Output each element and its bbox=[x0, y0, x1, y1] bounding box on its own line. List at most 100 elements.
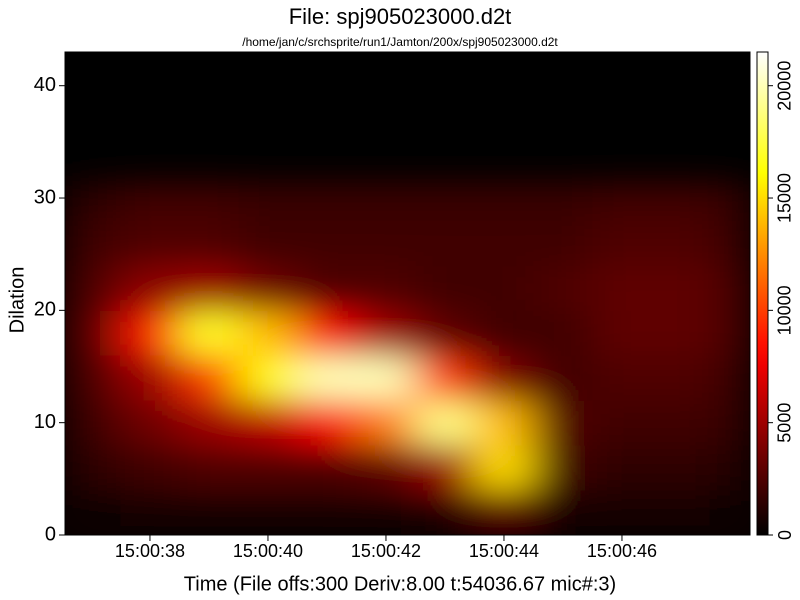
heat-cell bbox=[415, 310, 475, 356]
heat-cell bbox=[65, 265, 121, 311]
heat-cell bbox=[179, 400, 239, 446]
heat-cell bbox=[415, 220, 475, 266]
heat-cell bbox=[592, 400, 652, 446]
x-axis-label: Time (File offs:300 Deriv:8.00 t:54036.6… bbox=[184, 573, 616, 595]
x-tick-label: 15:00:42 bbox=[351, 541, 421, 561]
heat-cell bbox=[474, 181, 534, 221]
heat-cell bbox=[651, 220, 711, 266]
heat-cell bbox=[238, 355, 298, 401]
colorbar-tick-label: 10000 bbox=[775, 285, 795, 335]
heat-cell bbox=[179, 181, 239, 221]
heat-cell bbox=[592, 181, 652, 221]
heat-cell bbox=[710, 355, 750, 401]
heat-cell bbox=[533, 220, 593, 266]
heat-cell bbox=[179, 265, 239, 311]
heat-cell bbox=[710, 490, 750, 535]
heat-cell bbox=[297, 220, 357, 266]
heat-cell bbox=[356, 220, 416, 266]
heat-cell bbox=[415, 490, 475, 535]
x-tick-label: 15:00:40 bbox=[233, 541, 303, 561]
heat-cell bbox=[415, 445, 475, 491]
heat-cell bbox=[120, 355, 180, 401]
x-tick-label: 15:00:44 bbox=[469, 541, 539, 561]
heat-cell bbox=[356, 400, 416, 446]
heat-cell bbox=[592, 220, 652, 266]
heat-cell bbox=[65, 400, 121, 446]
heat-cell bbox=[651, 265, 711, 311]
heat-cell bbox=[356, 355, 416, 401]
x-tick-label: 15:00:46 bbox=[587, 541, 657, 561]
heat-cell bbox=[651, 310, 711, 356]
heat-cell bbox=[120, 490, 180, 535]
heat-cell bbox=[238, 445, 298, 491]
heat-cell bbox=[474, 355, 534, 401]
heat-cell bbox=[474, 310, 534, 356]
heat-cell bbox=[710, 310, 750, 356]
heat-cell bbox=[120, 265, 180, 311]
heat-cell bbox=[238, 181, 298, 221]
y-tick-label: 10 bbox=[34, 411, 56, 433]
heat-cell bbox=[356, 310, 416, 356]
heat-cell bbox=[710, 445, 750, 491]
heat-cell bbox=[592, 310, 652, 356]
heat-cell bbox=[238, 310, 298, 356]
colorbar-tick-label: 0 bbox=[775, 530, 795, 540]
heat-cell bbox=[297, 355, 357, 401]
heat-cell bbox=[297, 445, 357, 491]
heat-cell bbox=[474, 265, 534, 311]
heat-cell bbox=[120, 445, 180, 491]
heat-cell bbox=[120, 220, 180, 266]
heat-cell bbox=[65, 310, 121, 356]
heat-cell bbox=[592, 445, 652, 491]
heat-cell bbox=[533, 445, 593, 491]
heat-cell bbox=[179, 310, 239, 356]
heat-cell bbox=[651, 181, 711, 221]
heat-cell bbox=[179, 490, 239, 535]
heat-cell bbox=[297, 181, 357, 221]
heat-cell bbox=[179, 445, 239, 491]
heat-cell bbox=[533, 310, 593, 356]
y-tick-label: 30 bbox=[34, 186, 56, 208]
heat-cell bbox=[592, 265, 652, 311]
x-tick-label: 15:00:38 bbox=[115, 541, 185, 561]
heat-cell bbox=[120, 181, 180, 221]
colorbar-tick-label: 20000 bbox=[775, 61, 795, 111]
heat-cell bbox=[179, 220, 239, 266]
heat-cell bbox=[592, 490, 652, 535]
heat-cell bbox=[592, 355, 652, 401]
heat-cell bbox=[65, 220, 121, 266]
heat-cell bbox=[651, 490, 711, 535]
chart-title: File: spj905023000.d2t bbox=[289, 4, 512, 29]
heat-cell bbox=[710, 220, 750, 266]
heat-cell bbox=[710, 181, 750, 221]
heat-cell bbox=[238, 400, 298, 446]
heat-cell bbox=[710, 265, 750, 311]
heat-cell bbox=[120, 400, 180, 446]
heatmap bbox=[65, 181, 750, 535]
heat-cell bbox=[238, 490, 298, 535]
heat-cell bbox=[415, 400, 475, 446]
heat-cell bbox=[65, 490, 121, 535]
heat-cell bbox=[65, 181, 121, 221]
heat-cell bbox=[297, 490, 357, 535]
colorbar-tick-label: 15000 bbox=[775, 173, 795, 223]
heat-cell bbox=[297, 265, 357, 311]
heat-cell bbox=[65, 355, 121, 401]
heat-cell bbox=[474, 490, 534, 535]
y-tick-label: 40 bbox=[34, 74, 56, 96]
heat-cell bbox=[474, 445, 534, 491]
heat-cell bbox=[474, 400, 534, 446]
heat-cell bbox=[356, 490, 416, 535]
heat-cell bbox=[651, 400, 711, 446]
heat-cell bbox=[356, 265, 416, 311]
colorbar bbox=[756, 51, 769, 536]
chart-subtitle: /home/jan/c/srchsprite/run1/Jamton/200x/… bbox=[242, 35, 558, 49]
heat-cell bbox=[65, 445, 121, 491]
y-tick-label: 20 bbox=[34, 299, 56, 321]
heat-cell bbox=[179, 355, 239, 401]
plot-frame bbox=[64, 51, 751, 536]
heat-cell bbox=[474, 220, 534, 266]
heat-cell bbox=[533, 355, 593, 401]
y-tick-label: 0 bbox=[45, 523, 56, 545]
